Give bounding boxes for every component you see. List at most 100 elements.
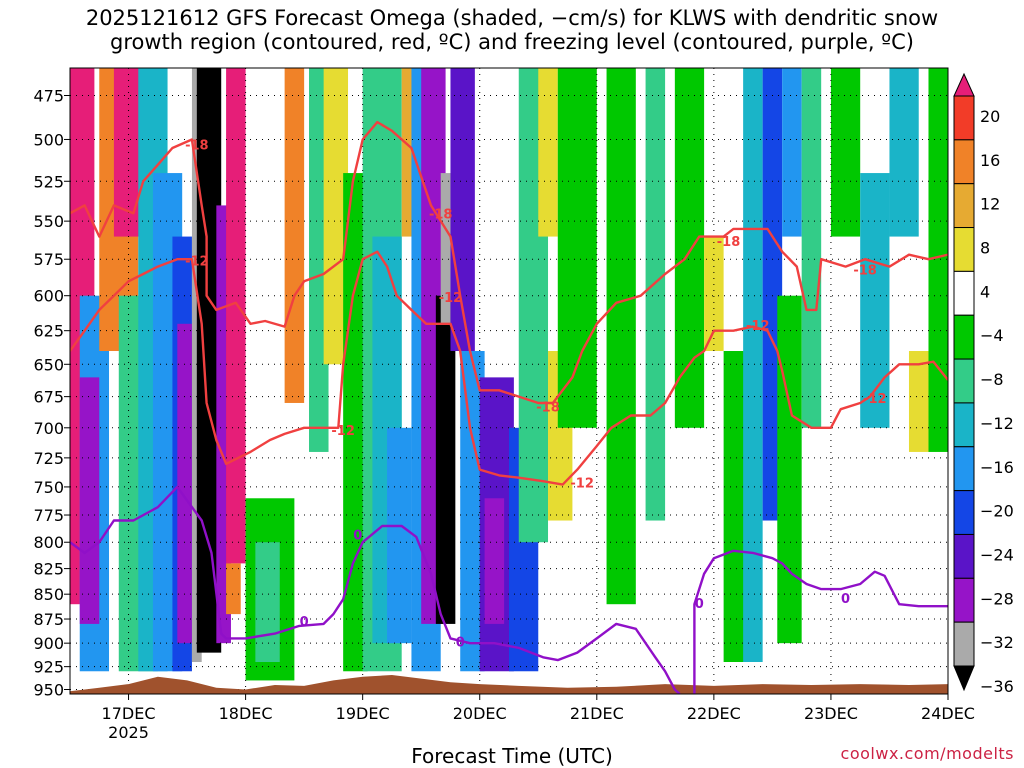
colorbar-bin [953, 446, 975, 492]
contour-label: -18 [185, 139, 209, 154]
contour-label: 0 [456, 635, 465, 650]
contours: -18 -18 -18 -18 -18 -12 -12 -12 -12 -12 -12 0 0 0 0 0 [70, 120, 948, 694]
x-tick-label: 17DEC [102, 704, 156, 723]
plot-frame [69, 67, 949, 695]
colorbar-bin [953, 227, 975, 272]
omega-band [830, 68, 861, 237]
colorbar-top-arrow [953, 72, 975, 97]
colorbar-label: 20 [980, 107, 1000, 126]
x-axis-title: Forecast Time (UTC) [411, 744, 613, 768]
contour-label: 0 [695, 597, 704, 612]
y-tick-label: 725 [33, 449, 64, 468]
colorbar-bin [953, 270, 975, 316]
y-tick-label: 525 [33, 172, 64, 191]
colorbar-label: −8 [980, 370, 1004, 389]
x-tick-label: 22DEC [687, 704, 741, 723]
omega-band [226, 68, 246, 564]
colorbar-bottom-arrow [953, 665, 975, 692]
x-tick-label: 24DEC [921, 704, 975, 723]
colorbar-label: −4 [980, 326, 1004, 345]
y-tick-label: 925 [33, 658, 64, 677]
omega-band [284, 68, 305, 403]
omega-band [435, 295, 456, 624]
colorbar-bin [953, 183, 975, 229]
x-tick-label: 21DEC [570, 704, 624, 723]
contour-label: -18 [717, 235, 741, 250]
omega-band [782, 68, 802, 237]
contour-line [70, 485, 681, 694]
contour-label: 0 [353, 529, 362, 544]
omega-band [645, 68, 666, 521]
colorbar-label: −28 [980, 589, 1014, 608]
y-tick-label: 950 [33, 681, 64, 700]
x-tick-label: 19DEC [336, 704, 390, 723]
colorbar-bin [953, 490, 975, 535]
omega-band [860, 173, 890, 428]
colorbar-bin [953, 95, 975, 141]
credit-link[interactable]: coolwx.com/modelts [840, 744, 1014, 763]
omega-band [674, 68, 705, 428]
contour-label: -18 [536, 401, 560, 416]
contour-label: -12 [570, 476, 594, 491]
contour-label: -12 [863, 392, 887, 407]
colorbar-bin [953, 621, 975, 667]
omega-band [484, 498, 505, 624]
contour-label: -12 [331, 424, 355, 439]
y-tick-label: 800 [33, 533, 64, 552]
colorbar-label: −16 [980, 458, 1014, 477]
omega-band [177, 323, 192, 644]
contour-line [70, 120, 948, 405]
colorbar-label: −36 [980, 677, 1014, 696]
y-tick-label: 475 [33, 86, 64, 105]
y-tick-label: 875 [33, 610, 64, 629]
contour-line [70, 250, 948, 486]
colorbar-label: 16 [980, 151, 1000, 170]
x-tick-label: 18DEC [219, 704, 273, 723]
contour-label: 0 [300, 615, 309, 630]
x-tick-label: 23DEC [804, 704, 858, 723]
omega-band [704, 236, 724, 352]
y-tick-label: 600 [33, 287, 64, 306]
contour-label: -12 [439, 291, 463, 306]
chart-title-line2: growth region (contoured, red, ºC) and f… [110, 30, 914, 54]
contour-label: -18 [429, 207, 453, 222]
contour-label: -18 [853, 264, 877, 279]
y-tick-label: 850 [33, 585, 64, 604]
omega-band [777, 295, 802, 644]
y-tick-label: 675 [33, 388, 64, 407]
x-tick-label: 20DEC [453, 704, 507, 723]
contour-line [693, 549, 948, 694]
colorbar-bin [953, 139, 975, 185]
colorbar-label: 4 [980, 282, 990, 301]
colorbar-bin [953, 577, 975, 623]
y-tick-label: 575 [33, 250, 64, 269]
contour-label: 0 [841, 592, 850, 607]
omega-band [226, 563, 241, 615]
y-tick-label: 700 [33, 419, 64, 438]
contour-label: -12 [185, 255, 209, 270]
y-tick-label: 750 [33, 478, 64, 497]
contour-label: -12 [746, 319, 770, 334]
colorbar-bin [953, 314, 975, 360]
omega-band [387, 427, 412, 644]
colorbar-bin [953, 533, 975, 579]
y-tick-label: 550 [33, 212, 64, 231]
omega-band [538, 68, 558, 237]
y-tick-label: 775 [33, 506, 64, 525]
omega-band [889, 68, 919, 237]
x-year-label: 2025 [108, 723, 149, 742]
omega-band [79, 377, 100, 624]
omega-band [440, 173, 451, 324]
y-tick-label: 825 [33, 560, 64, 579]
colorbar-label: −32 [980, 633, 1014, 652]
colorbar-label: 12 [980, 195, 1000, 214]
chart-title-line1: 2025121612 GFS Forecast Omega (shaded, −… [85, 6, 939, 30]
colorbar-label: 8 [980, 239, 990, 258]
omega-band [801, 68, 822, 428]
colorbar-label: −24 [980, 546, 1014, 565]
colorbar-label: −20 [980, 502, 1014, 521]
colorbar-bin [953, 358, 975, 404]
y-tick-label: 500 [33, 130, 64, 149]
omega-shading [70, 68, 948, 681]
